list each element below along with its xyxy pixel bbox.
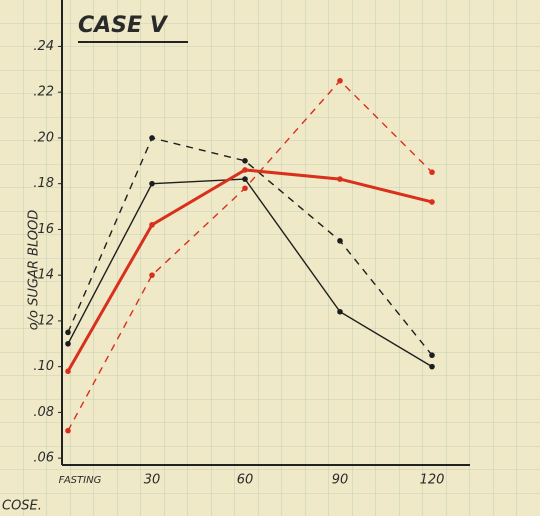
data-point xyxy=(337,308,343,315)
data-point xyxy=(337,77,343,84)
y-tick-label: .16 xyxy=(33,222,54,237)
y-tick-label: .20 xyxy=(33,130,54,145)
data-point xyxy=(149,180,155,187)
data-point xyxy=(65,340,71,347)
y-axis-label: o/o SUGAR BLOOD xyxy=(27,210,42,331)
data-point xyxy=(149,272,155,278)
chart-title: CASE V xyxy=(78,13,169,38)
y-tick-label: .10 xyxy=(33,359,54,374)
data-point xyxy=(429,363,435,370)
annotation: COSE. xyxy=(2,499,42,514)
data-point xyxy=(242,185,248,192)
data-point xyxy=(242,167,248,173)
data-point xyxy=(337,238,343,244)
y-tick-label: .18 xyxy=(33,176,54,191)
y-tick-label: .22 xyxy=(33,85,54,100)
x-tick-label: 90 xyxy=(332,473,349,488)
y-tick-label: .06 xyxy=(33,451,54,466)
x-tick-label: 120 xyxy=(420,473,445,488)
data-point xyxy=(65,427,71,434)
data-point xyxy=(149,135,155,141)
x-tick-label: FASTING xyxy=(59,475,102,486)
x-tick-label: 30 xyxy=(144,473,161,488)
data-point xyxy=(242,157,248,164)
data-point xyxy=(65,368,71,375)
y-tick-label: .24 xyxy=(33,39,54,54)
data-point xyxy=(429,352,435,359)
x-tick-label: 60 xyxy=(237,473,254,488)
y-tick-label: .12 xyxy=(33,313,54,328)
y-tick-label: .08 xyxy=(33,405,54,420)
y-tick-label: .14 xyxy=(33,268,54,283)
data-point xyxy=(429,169,435,176)
data-point xyxy=(149,222,155,228)
data-point xyxy=(429,199,435,205)
data-point xyxy=(337,176,343,182)
data-point xyxy=(65,329,71,336)
data-point xyxy=(242,176,248,182)
